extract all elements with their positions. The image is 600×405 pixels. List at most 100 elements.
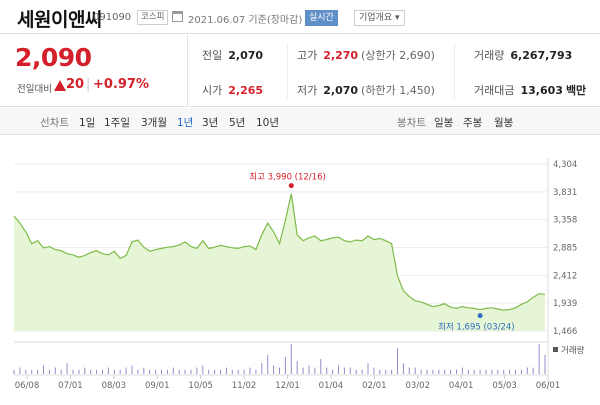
x-tick-label: 07/01 bbox=[58, 381, 83, 391]
volume-bar bbox=[426, 369, 428, 374]
volume-bar bbox=[296, 361, 298, 374]
volume-bar bbox=[243, 369, 245, 374]
volume-bar bbox=[332, 369, 334, 374]
calendar-icon bbox=[172, 11, 183, 22]
tab-5y[interactable]: 5년 bbox=[229, 117, 246, 129]
tab-3m[interactable]: 3개월 bbox=[141, 117, 168, 129]
x-tick-label: 09/01 bbox=[145, 381, 170, 391]
volume-bar bbox=[208, 369, 210, 374]
y-tick-label: 2,412 bbox=[553, 271, 577, 281]
volume-bar bbox=[60, 369, 62, 374]
x-tick-label: 06/01 bbox=[536, 381, 561, 391]
x-axis-labels: 06/08 07/01 08/03 09/01 10/05 11/02 12/01 01/04… bbox=[15, 375, 561, 391]
volume-bar bbox=[349, 367, 351, 374]
volume-bar bbox=[420, 369, 422, 374]
y-tick-label: 1,939 bbox=[553, 299, 577, 309]
tab-monthly[interactable]: 월봉 bbox=[494, 117, 514, 129]
volume-bar bbox=[355, 369, 357, 374]
price-chart-svg: 4,304 3,831 3,358 2,885 2,412 1,939 1,466 최고 3… bbox=[13, 158, 585, 391]
min-marker bbox=[477, 313, 483, 319]
volume-bar bbox=[538, 344, 540, 374]
y-tick-label: 4,304 bbox=[553, 160, 577, 170]
volume-bar bbox=[367, 363, 369, 374]
tab-1y[interactable]: 1년 bbox=[177, 117, 194, 129]
volume-bar bbox=[202, 365, 204, 374]
volume-bar bbox=[479, 369, 481, 374]
company-info-dropdown[interactable]: 기업개요 ▾ bbox=[354, 10, 405, 26]
volume-bar bbox=[520, 369, 522, 374]
price-change: 20 bbox=[66, 77, 85, 92]
volume-bar bbox=[255, 369, 257, 374]
volume-label: 거래량 bbox=[561, 345, 585, 356]
volume-bar bbox=[361, 369, 363, 374]
y-tick-label: 2,885 bbox=[553, 244, 577, 254]
volume-bar bbox=[225, 367, 227, 374]
up-triangle-icon bbox=[54, 80, 66, 91]
x-tick-label: 06/08 bbox=[15, 381, 40, 391]
volume-bar bbox=[284, 356, 286, 374]
volume-bar bbox=[503, 369, 505, 374]
volume-bar bbox=[314, 367, 316, 374]
volume-bar bbox=[444, 369, 446, 374]
volume-bar bbox=[544, 354, 546, 374]
volume-bar bbox=[385, 369, 387, 374]
x-tick-label: 03/02 bbox=[406, 381, 431, 391]
x-tick-label: 01/04 bbox=[319, 381, 344, 391]
volume-bar bbox=[96, 369, 98, 374]
volume-bar bbox=[107, 367, 109, 374]
price-stats: 전일 2,070 고가 2,270 (상한가 2,690) 거래량 6,267,793 … bbox=[189, 35, 600, 107]
x-tick-label: 12/01 bbox=[275, 381, 300, 391]
price-chart: 4,304 3,831 3,358 2,885 2,412 1,939 1,466 최고 3… bbox=[0, 140, 600, 405]
y-tick-label: 3,358 bbox=[553, 216, 577, 226]
stock-code: 091090 bbox=[93, 12, 132, 23]
volume-bar bbox=[125, 367, 127, 374]
base-date: 2021.06.07 기준(장마감) bbox=[188, 15, 303, 26]
tab-10y[interactable]: 10년 bbox=[256, 117, 280, 129]
x-tick-label: 10/05 bbox=[188, 381, 213, 391]
volume-bar bbox=[161, 369, 162, 374]
x-tick-label: 04/01 bbox=[449, 381, 474, 391]
volume-bar bbox=[485, 369, 487, 374]
market-badge: 코스피 bbox=[137, 10, 169, 25]
tab-3y[interactable]: 3년 bbox=[202, 117, 219, 129]
volume-bar bbox=[25, 369, 27, 374]
tab-weekly[interactable]: 주봉 bbox=[463, 117, 483, 129]
volume-bar bbox=[279, 367, 280, 374]
volume-bars: 거래량 bbox=[13, 344, 585, 374]
volume-bar bbox=[237, 369, 239, 374]
max-label: 최고 3,990 (12/16) bbox=[249, 172, 326, 183]
stat-open: 시가 2,265 bbox=[202, 84, 264, 97]
stat-high: 고가 2,270 (상한가 2,690) bbox=[297, 49, 435, 62]
volume-bar bbox=[273, 365, 275, 374]
volume-bar bbox=[438, 369, 440, 374]
volume-bar bbox=[432, 369, 434, 374]
volume-bar bbox=[196, 367, 198, 374]
volume-bar bbox=[320, 359, 322, 374]
stock-name: 세원이앤씨 bbox=[17, 9, 102, 31]
stat-low: 저가 2,070 (하한가 1,450) bbox=[297, 84, 435, 97]
volume-bar bbox=[84, 367, 86, 374]
volume-bar bbox=[184, 369, 186, 374]
volume-bar bbox=[66, 363, 68, 374]
tab-1w[interactable]: 1주일 bbox=[104, 117, 131, 129]
volume-bar bbox=[214, 369, 216, 374]
stat-prev-close: 전일 2,070 bbox=[202, 49, 264, 62]
volume-bar bbox=[137, 369, 139, 374]
volume-bar bbox=[54, 367, 56, 374]
volume-bar bbox=[467, 369, 469, 374]
volume-bar bbox=[526, 367, 528, 374]
volume-bar bbox=[450, 369, 452, 374]
tab-daily[interactable]: 일봉 bbox=[434, 117, 454, 129]
realtime-button[interactable]: 실시간 bbox=[305, 10, 338, 26]
volume-bar bbox=[397, 348, 398, 374]
current-price: 2,090 bbox=[15, 43, 92, 72]
volume-bar bbox=[343, 367, 345, 374]
volume-bar bbox=[131, 365, 133, 374]
tab-1d[interactable]: 1일 bbox=[79, 117, 96, 129]
volume-bar bbox=[326, 367, 328, 374]
volume-bar bbox=[391, 369, 393, 374]
volume-bar bbox=[249, 367, 251, 374]
candle-chart-label: 봉차트 bbox=[397, 117, 426, 129]
x-tick-label: 05/03 bbox=[492, 381, 517, 391]
divider bbox=[287, 43, 288, 99]
